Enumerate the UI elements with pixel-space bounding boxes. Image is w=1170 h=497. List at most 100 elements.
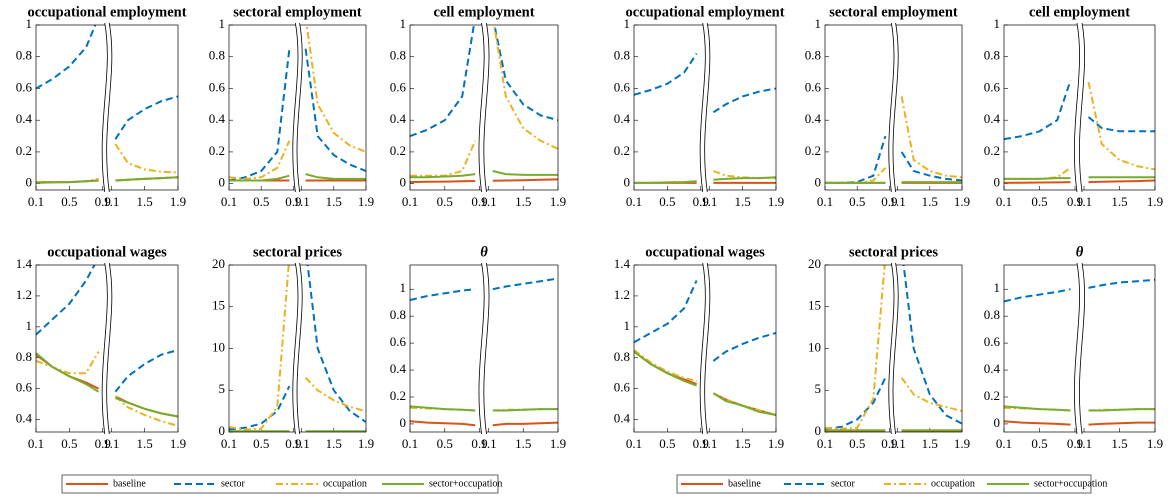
legend-label: occupation <box>931 478 975 489</box>
series-line <box>634 180 697 184</box>
y-tick-label: 0 <box>219 423 226 438</box>
x-tick-label: 1.9 <box>954 194 970 209</box>
plot-area <box>229 265 366 432</box>
subplot: occupational wages 0.4 0.6 0.8 1 1.2 1.4 0.1 0.5… <box>614 244 784 451</box>
series-line <box>1088 421 1155 426</box>
y-tick-label: 0.4 <box>984 111 1001 126</box>
axis-break-fill <box>102 23 112 192</box>
x-tick-label: 1.1 <box>103 436 119 451</box>
y-tick-label: 1 <box>26 318 33 333</box>
y-tick-label: 0.8 <box>805 48 821 63</box>
subplot: sectoral employment 0 0.2 0.4 0.6 0.8 1 0.1 0.5 0… <box>209 4 374 209</box>
series-line <box>713 176 776 181</box>
x-tick-label: 0.1 <box>402 436 418 451</box>
x-tick-label: 1.9 <box>954 436 970 451</box>
plot-area <box>1004 278 1155 426</box>
subplot-title: occupational employment <box>27 4 186 20</box>
y-tick-label: 0.2 <box>984 143 1000 158</box>
y-tick-label: 0.2 <box>984 388 1000 403</box>
x-tick-label: 0.5 <box>849 194 865 209</box>
axis-break <box>704 262 711 435</box>
x-tick-label: 0.1 <box>817 436 833 451</box>
y-tick-label: 0 <box>26 175 33 190</box>
x-tick-label: 1.5 <box>326 436 342 451</box>
x-tick-label: 0.9 <box>693 436 709 451</box>
series-line <box>634 350 697 387</box>
series-line <box>712 332 776 362</box>
y-tick-label: 20 <box>212 256 225 271</box>
y-tick-label: 0.8 <box>16 48 32 63</box>
y-tick-label: 0.4 <box>805 111 822 126</box>
y-tick-label: 0.2 <box>614 143 630 158</box>
series-line <box>36 265 96 336</box>
series-line <box>902 265 962 425</box>
series-line <box>1088 408 1155 412</box>
series-line <box>1087 116 1155 133</box>
series-line <box>114 349 178 393</box>
x-tick-label: 1.1 <box>701 436 717 451</box>
series-line <box>304 48 366 172</box>
series-line <box>900 151 962 182</box>
subplot-title: cell employment <box>433 4 534 20</box>
series-line <box>492 408 558 412</box>
series-line <box>229 265 290 431</box>
y-tick-label: 0.6 <box>614 380 631 395</box>
x-tick-label: 0.1 <box>996 436 1012 451</box>
axis-break <box>892 22 899 193</box>
y-tick-label: 0.8 <box>984 307 1000 322</box>
series-line <box>1004 288 1071 303</box>
y-tick-label: 5 <box>815 381 822 396</box>
subplot: sectoral employment 0 0.2 0.4 0.6 0.8 1 0.1 0.5 0… <box>805 4 970 209</box>
series-line <box>900 96 962 179</box>
subplot: occupational employment 0 0.2 0.4 0.6 0.8 1 0.1… <box>614 4 785 209</box>
axis-break-fill <box>700 263 710 434</box>
x-tick-label: 0.9 <box>285 436 301 451</box>
series-line <box>304 377 366 413</box>
y-tick-label: 1.2 <box>614 287 630 302</box>
series-line <box>900 377 962 413</box>
subplot-title: occupational wages <box>645 244 765 260</box>
y-tick-label: 0.6 <box>16 79 33 94</box>
legend-label: occupation <box>323 478 367 489</box>
series-line <box>712 392 776 416</box>
axis-break-fill <box>478 23 490 192</box>
x-tick-label: 1.1 <box>480 436 496 451</box>
y-tick-label: 0.8 <box>614 349 630 364</box>
subplot-title: cell employment <box>1029 4 1130 20</box>
y-tick-label: 1.4 <box>16 256 33 271</box>
series-line <box>410 25 475 138</box>
series-line <box>492 277 558 291</box>
plot-area <box>410 25 558 184</box>
y-tick-label: 1 <box>994 16 1001 31</box>
y-tick-label: 1 <box>624 318 631 333</box>
x-tick-label: 0.9 <box>285 194 301 209</box>
subplot-title: occupational employment <box>625 4 784 20</box>
x-tick-label: 1.5 <box>922 436 938 451</box>
series-line <box>825 167 887 184</box>
series-line <box>229 385 291 431</box>
y-tick-label: 0.4 <box>614 111 631 126</box>
axis-break-fill <box>292 263 303 434</box>
axis-break <box>704 22 711 193</box>
y-tick-label: 1 <box>994 280 1001 295</box>
series-line <box>825 135 887 184</box>
x-tick-label: 1.9 <box>170 436 186 451</box>
x-tick-label: 1.9 <box>358 194 374 209</box>
x-tick-label: 0.9 <box>471 436 487 451</box>
x-tick-label: 0.5 <box>659 194 675 209</box>
y-tick-label: 0.6 <box>16 380 33 395</box>
subplot: sectoral prices 0 5 10 15 20 0.1 0.5 0.91.1 1.5 1.… <box>808 244 970 451</box>
x-tick-label: 1.9 <box>768 194 784 209</box>
subplot-title: sectoral employment <box>829 4 958 20</box>
x-tick-label: 1.1 <box>293 436 309 451</box>
x-tick-label: 1.9 <box>550 194 566 209</box>
series-line <box>36 352 100 393</box>
y-tick-label: 0.8 <box>390 48 406 63</box>
series-line <box>229 140 291 180</box>
axis-break <box>292 262 299 435</box>
axis-break-fill <box>1074 23 1085 192</box>
series-line <box>1004 177 1071 180</box>
y-tick-label: 1 <box>400 16 407 31</box>
